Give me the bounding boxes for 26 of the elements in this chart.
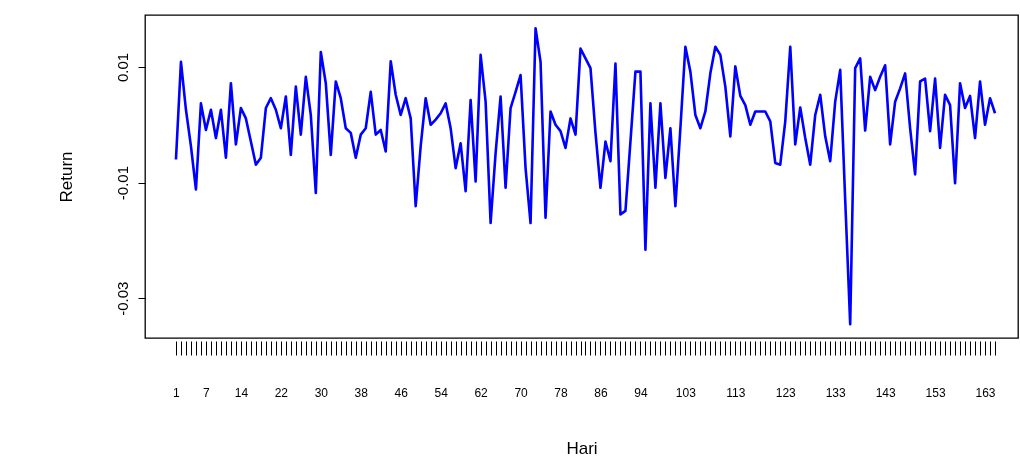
x-tick-label: 1 <box>173 385 181 400</box>
x-tick-label: 133 <box>825 385 847 400</box>
x-tick-label: 54 <box>434 385 449 400</box>
x-tick-label: 86 <box>594 385 608 400</box>
x-tick-label: 113 <box>726 385 746 400</box>
x-tick-label: 46 <box>394 385 409 400</box>
x-tick-label: 70 <box>514 385 529 400</box>
x-tick-label: 94 <box>634 385 648 400</box>
x-tick-label: 30 <box>314 385 329 400</box>
x-axis-title: Hari <box>566 438 598 458</box>
x-tick-label: 78 <box>554 385 569 400</box>
x-tick-label: 103 <box>675 385 697 400</box>
y-tick-label: 0.01 <box>113 52 131 83</box>
x-tick-label: 143 <box>875 385 896 400</box>
x-tick-label: 163 <box>975 385 996 400</box>
x-tick-label: 123 <box>775 385 797 400</box>
x-tick-label: 7 <box>203 385 211 400</box>
x-tick-label: 153 <box>925 385 946 400</box>
y-tick-label: -0.01 <box>113 165 131 201</box>
x-tick-label: 38 <box>354 385 369 400</box>
y-tick-label: -0.03 <box>113 281 131 316</box>
x-tick-label: 14 <box>234 385 249 400</box>
line-series <box>174 26 997 326</box>
y-axis-title: Return <box>56 151 76 203</box>
x-tick-label: 22 <box>274 385 289 400</box>
x-tick-label: 62 <box>474 385 489 400</box>
